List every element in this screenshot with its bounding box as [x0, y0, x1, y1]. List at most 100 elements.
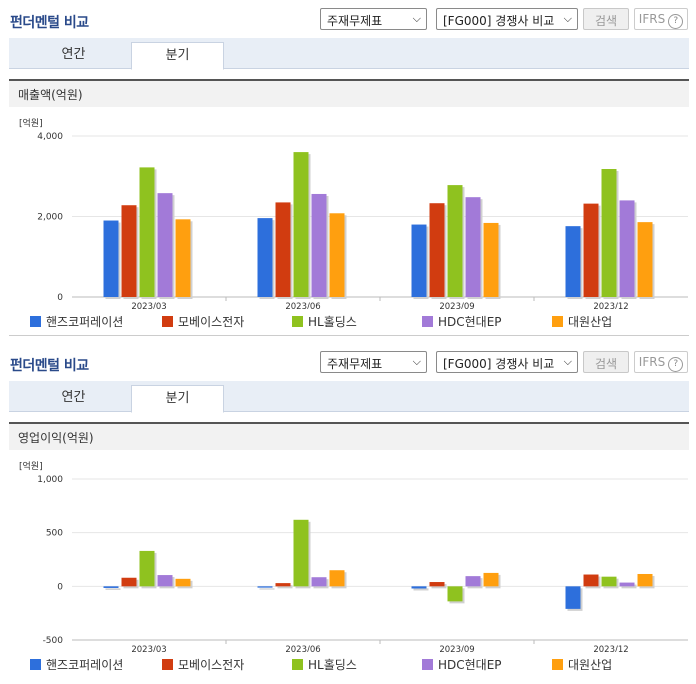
bar[interactable]: [429, 582, 445, 587]
bar[interactable]: [447, 586, 463, 602]
competitor-value: [FG000] 경쟁사 비교: [443, 14, 555, 28]
panel-title: 펀더멘털 비교: [10, 15, 89, 31]
statement-type-select[interactable]: 주재무제표 ⌵: [320, 351, 427, 373]
bar[interactable]: [257, 218, 273, 297]
bar[interactable]: [411, 224, 427, 297]
bar[interactable]: [175, 578, 191, 587]
chevron-down-icon: ⌵: [563, 12, 572, 25]
bar[interactable]: [175, 219, 191, 297]
ifrs-label: IFRS: [638, 12, 666, 26]
competitor-select[interactable]: [FG000] 경쟁사 비교 ⌵: [436, 351, 578, 373]
bar[interactable]: [311, 193, 327, 297]
ifrs-help-button[interactable]: IFRS?: [634, 8, 688, 30]
legend-swatch: [162, 659, 173, 670]
statement-type-value: 주재무제표: [327, 357, 383, 371]
legend-item[interactable]: HDC현대EP: [422, 313, 502, 330]
divider: [9, 335, 689, 336]
panel-title: 펀더멘털 비교: [10, 358, 89, 374]
bar-shadow: [621, 584, 637, 589]
tab-quarterly[interactable]: 분기: [131, 42, 224, 70]
legend-label: HDC현대EP: [438, 658, 502, 672]
y-tick-label: 500: [46, 529, 63, 539]
bar[interactable]: [619, 582, 635, 587]
chevron-down-icon: ⌵: [563, 355, 572, 368]
bar[interactable]: [601, 169, 617, 297]
legend-swatch: [552, 659, 563, 670]
bar[interactable]: [275, 583, 291, 587]
bar[interactable]: [257, 586, 273, 588]
bar-shadow: [259, 588, 275, 590]
period-tabs: 연간 분기: [9, 381, 689, 413]
legend-item[interactable]: HDC현대EP: [422, 656, 502, 673]
fundamental-panel-operating-profit: 펀더멘털 비교 주재무제표 ⌵ [FG000] 경쟁사 비교 ⌵ 검색 IFRS…: [0, 343, 696, 684]
bar[interactable]: [121, 205, 137, 297]
bar[interactable]: [157, 575, 173, 587]
chart-legend: 핸즈코퍼레이션 모베이스전자 HL홀딩스 HDC현대EP 대원산업: [30, 656, 690, 672]
legend-label: HL홀딩스: [308, 315, 357, 329]
legend-item[interactable]: 대원산업: [552, 313, 612, 330]
legend-swatch: [552, 316, 563, 327]
bar[interactable]: [637, 573, 653, 587]
x-tick-label: 2023/06: [285, 645, 320, 652]
bar[interactable]: [293, 152, 309, 297]
search-button[interactable]: 검색: [583, 351, 629, 373]
legend-swatch: [30, 316, 41, 327]
bar[interactable]: [275, 202, 291, 297]
tab-quarterly[interactable]: 분기: [131, 385, 224, 413]
legend-label: HDC현대EP: [438, 315, 502, 329]
bar[interactable]: [447, 185, 463, 297]
x-tick-label: 2023/03: [131, 302, 166, 309]
legend-swatch: [422, 659, 433, 670]
tab-annual[interactable]: 연간: [61, 47, 86, 62]
bar[interactable]: [103, 586, 119, 588]
legend-item[interactable]: 모베이스전자: [162, 313, 244, 330]
ifrs-label: IFRS: [638, 355, 666, 369]
bar[interactable]: [619, 200, 635, 297]
bar[interactable]: [411, 586, 427, 589]
bar[interactable]: [483, 572, 499, 587]
legend-swatch: [292, 316, 303, 327]
tab-annual[interactable]: 연간: [61, 390, 86, 405]
statement-type-select[interactable]: 주재무제표 ⌵: [320, 8, 427, 30]
legend-item[interactable]: 핸즈코퍼레이션: [30, 313, 123, 330]
question-icon: ?: [668, 357, 684, 372]
bar[interactable]: [329, 570, 345, 587]
chart-subheading: 매출액(억원): [9, 79, 689, 107]
bar[interactable]: [121, 577, 137, 587]
bar[interactable]: [601, 576, 617, 587]
bar[interactable]: [293, 519, 309, 587]
bar[interactable]: [465, 576, 481, 587]
bar[interactable]: [483, 222, 499, 297]
competitor-select[interactable]: [FG000] 경쟁사 비교 ⌵: [436, 8, 578, 30]
legend-label: 모베이스전자: [178, 315, 245, 329]
legend-item[interactable]: 대원산업: [552, 656, 612, 673]
bar[interactable]: [103, 220, 119, 297]
legend-item[interactable]: 모베이스전자: [162, 656, 244, 673]
legend-item[interactable]: HL홀딩스: [292, 313, 357, 330]
bar[interactable]: [583, 203, 599, 297]
bar[interactable]: [329, 213, 345, 297]
legend-item[interactable]: HL홀딩스: [292, 656, 357, 673]
legend-item[interactable]: 핸즈코퍼레이션: [30, 656, 123, 673]
bar[interactable]: [139, 550, 155, 587]
bar[interactable]: [139, 167, 155, 297]
legend-swatch: [422, 316, 433, 327]
question-icon: ?: [668, 14, 684, 29]
bar[interactable]: [565, 226, 581, 297]
y-tick-label: -500: [43, 636, 64, 646]
legend-label: 대원산업: [568, 658, 613, 672]
legend-swatch: [162, 316, 173, 327]
ifrs-help-button[interactable]: IFRS?: [634, 351, 688, 373]
bar[interactable]: [583, 574, 599, 587]
bar[interactable]: [565, 586, 581, 609]
bar[interactable]: [429, 203, 445, 297]
search-button[interactable]: 검색: [583, 8, 629, 30]
y-tick-label: 1,000: [37, 475, 63, 485]
x-tick-label: 2023/06: [285, 302, 320, 309]
bar[interactable]: [465, 197, 481, 297]
bar[interactable]: [157, 193, 173, 297]
y-unit-label: [억원]: [19, 460, 43, 472]
bar-shadow: [105, 588, 121, 590]
bar[interactable]: [311, 577, 327, 587]
bar[interactable]: [637, 222, 653, 297]
